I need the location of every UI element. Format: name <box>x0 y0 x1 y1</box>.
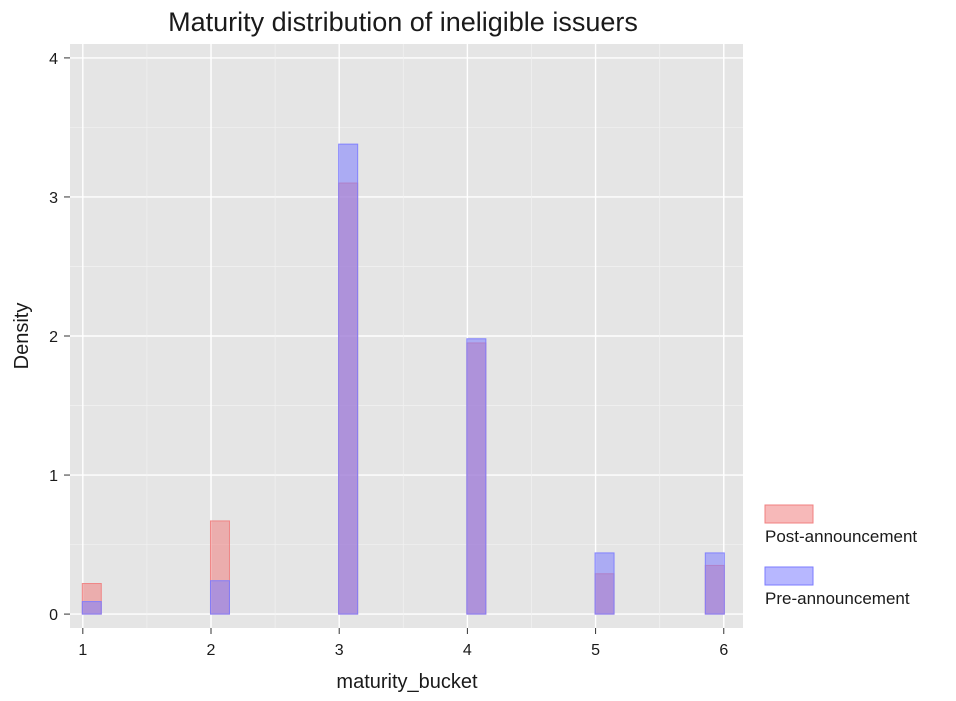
x-tick-label: 5 <box>591 642 600 659</box>
y-tick-label: 2 <box>49 329 58 346</box>
legend-swatch-post-announcement <box>764 504 814 524</box>
legend-label-pre-announcement: Pre-announcement <box>765 589 910 608</box>
y-tick-label: 4 <box>49 51 58 68</box>
x-tick-label: 3 <box>335 642 344 659</box>
legend: Post-announcement Pre-announcement <box>764 504 917 608</box>
bar-pre-announcement <box>209 580 230 615</box>
y-tick-label: 3 <box>49 190 58 207</box>
y-tick-label: 0 <box>49 607 58 624</box>
chart-title: Maturity distribution of ineligible issu… <box>168 7 638 37</box>
y-tick-label: 1 <box>49 468 58 485</box>
bar-pre-announcement <box>81 601 102 615</box>
x-tick-label: 2 <box>207 642 216 659</box>
x-tick-label: 4 <box>463 642 472 659</box>
legend-swatch-pre-announcement <box>764 566 814 586</box>
x-axis-label: maturity_bucket <box>336 671 478 693</box>
x-tick-label: 1 <box>78 642 87 659</box>
axes: 0 1 2 3 4 1 2 3 4 5 6 <box>49 51 728 659</box>
y-axis-label: Density <box>11 303 33 370</box>
bar-pre-announcement <box>704 552 725 615</box>
x-tick-label: 6 <box>719 642 728 659</box>
legend-label-post-announcement: Post-announcement <box>765 527 917 546</box>
bars <box>81 143 725 615</box>
bar-pre-announcement <box>466 338 487 615</box>
bar-pre-announcement <box>338 143 359 615</box>
bar-pre-announcement <box>594 552 615 615</box>
grid-lines <box>70 44 743 628</box>
